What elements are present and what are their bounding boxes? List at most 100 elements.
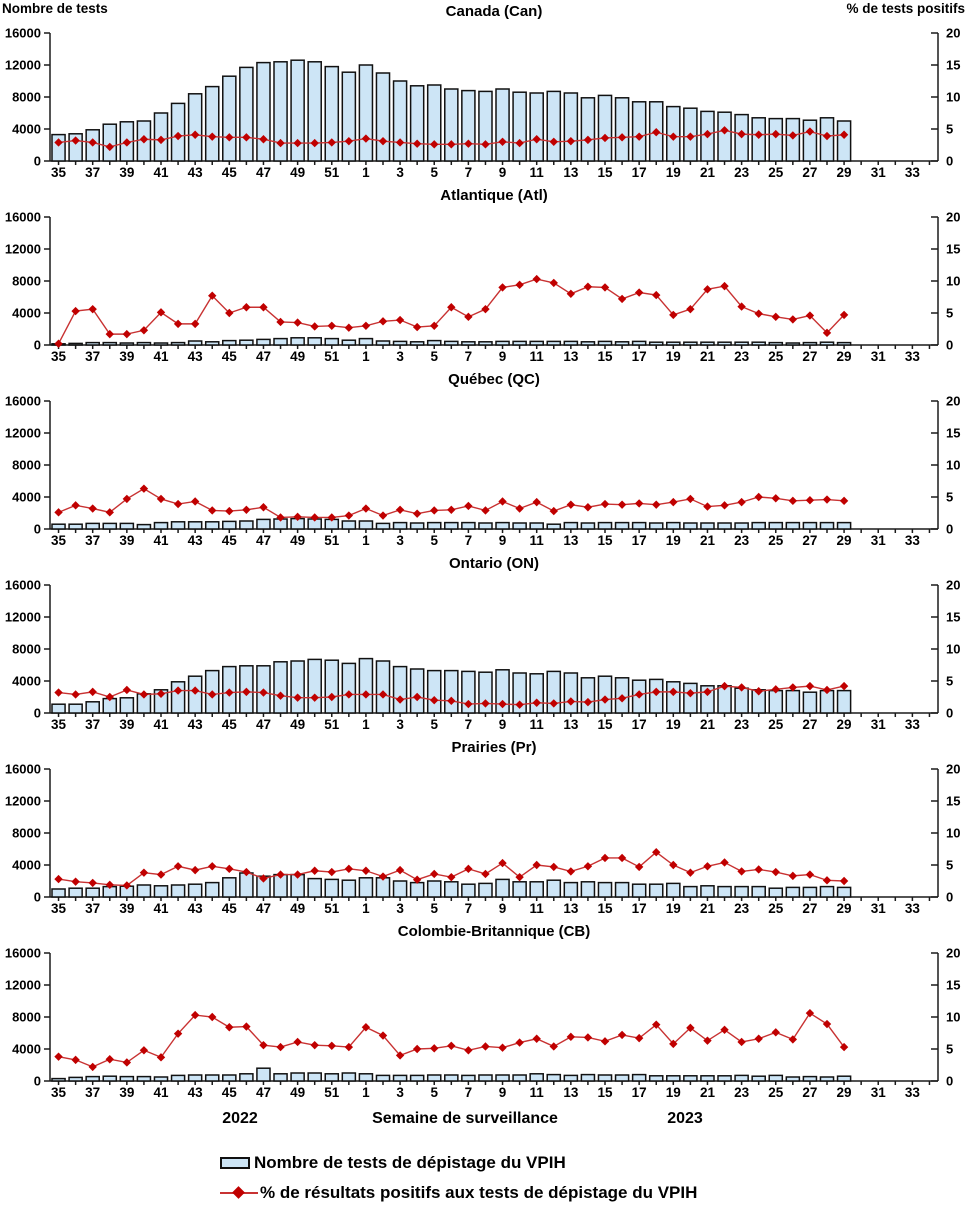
svg-text:15: 15 (946, 426, 960, 441)
svg-text:20: 20 (946, 26, 960, 41)
diamond-marker (122, 881, 132, 890)
svg-text:49: 49 (290, 533, 305, 548)
diamond-marker (583, 503, 593, 512)
diamond-marker (771, 867, 780, 877)
bar (375, 522, 391, 530)
svg-text:11: 11 (530, 165, 545, 180)
diamond-marker (430, 321, 439, 330)
bar (836, 689, 852, 714)
diamond-marker (805, 1008, 815, 1018)
svg-text:47: 47 (256, 165, 271, 180)
svg-text:23: 23 (734, 901, 750, 916)
bar (409, 668, 425, 714)
diamond-marker (464, 1046, 473, 1055)
svg-text:35: 35 (51, 901, 67, 916)
diamond-marker (122, 685, 132, 695)
bar (802, 341, 818, 346)
test-bars (51, 872, 852, 898)
bar (512, 340, 527, 346)
bar (683, 682, 698, 714)
svg-text:11: 11 (530, 349, 545, 364)
svg-text:15: 15 (946, 794, 960, 809)
bar (529, 673, 544, 714)
svg-text:9: 9 (499, 717, 507, 732)
svg-text:16000: 16000 (5, 946, 41, 961)
bar (819, 521, 835, 530)
svg-text:17: 17 (632, 717, 647, 732)
svg-text:27: 27 (802, 901, 817, 916)
svg-text:47: 47 (256, 1085, 271, 1100)
bar (546, 340, 562, 346)
svg-text:23: 23 (734, 1085, 750, 1100)
svg-text:41: 41 (153, 717, 169, 732)
diamond-marker (720, 858, 729, 867)
bar (85, 701, 100, 714)
bar (597, 521, 613, 530)
svg-text:25: 25 (768, 901, 784, 916)
legend-label-tests: Nombre de tests de dépistage du VPIH (254, 1153, 566, 1172)
diamond-marker (156, 1053, 166, 1062)
diamond-marker (464, 312, 473, 322)
svg-text:19: 19 (666, 717, 681, 732)
svg-text:15: 15 (597, 717, 613, 732)
diamond-marker (54, 138, 63, 147)
diamond-marker (259, 303, 268, 312)
svg-text:10: 10 (946, 1010, 960, 1025)
svg-text:25: 25 (768, 533, 784, 548)
svg-text:10: 10 (946, 826, 960, 841)
svg-text:7: 7 (465, 1085, 473, 1100)
svg-text:20: 20 (946, 394, 960, 409)
diamond-marker (771, 685, 780, 694)
diamond-marker (583, 135, 593, 145)
svg-text:21: 21 (700, 533, 716, 548)
diamond-marker (395, 138, 405, 147)
bar (734, 341, 749, 346)
bar (119, 522, 135, 530)
svg-text:15: 15 (597, 533, 613, 548)
svg-text:45: 45 (222, 533, 238, 548)
bar (597, 340, 613, 346)
svg-text:15: 15 (946, 978, 960, 993)
bar (614, 881, 630, 898)
bar (102, 1075, 118, 1082)
bar (785, 117, 801, 162)
svg-text:7: 7 (465, 165, 473, 180)
svg-text:5: 5 (946, 858, 953, 873)
svg-text:5: 5 (946, 674, 953, 689)
svg-text:35: 35 (51, 349, 67, 364)
svg-text:45: 45 (222, 349, 238, 364)
diamond-marker (225, 133, 234, 142)
bar (751, 1075, 766, 1082)
svg-text:25: 25 (768, 1085, 784, 1100)
svg-text:8000: 8000 (12, 90, 41, 105)
bar (307, 1072, 322, 1082)
bar (136, 523, 152, 530)
svg-text:0: 0 (34, 338, 41, 353)
bar (392, 340, 408, 346)
bar (307, 337, 322, 346)
svg-text:17: 17 (632, 901, 647, 916)
svg-text:12000: 12000 (5, 610, 41, 625)
diamond-marker (566, 500, 576, 509)
bar (631, 883, 647, 898)
panel-title: Colombie-Britannique (CB) (398, 923, 591, 940)
bar (546, 90, 562, 162)
svg-text:16000: 16000 (5, 578, 41, 593)
svg-text:29: 29 (837, 717, 852, 732)
svg-text:20: 20 (946, 762, 960, 777)
bar (222, 75, 237, 162)
svg-text:13: 13 (563, 165, 579, 180)
diamond-marker (720, 501, 729, 510)
bar (324, 878, 340, 898)
diamond-marker (361, 866, 371, 875)
diamond-marker (54, 508, 63, 517)
bar (187, 883, 203, 898)
bar (170, 341, 186, 346)
diamond-marker (652, 290, 661, 300)
svg-text:49: 49 (290, 717, 305, 732)
bar (648, 678, 664, 714)
diamond-marker (173, 131, 183, 141)
bar (375, 1074, 391, 1082)
axes (44, 768, 939, 901)
svg-text:12000: 12000 (5, 242, 41, 257)
